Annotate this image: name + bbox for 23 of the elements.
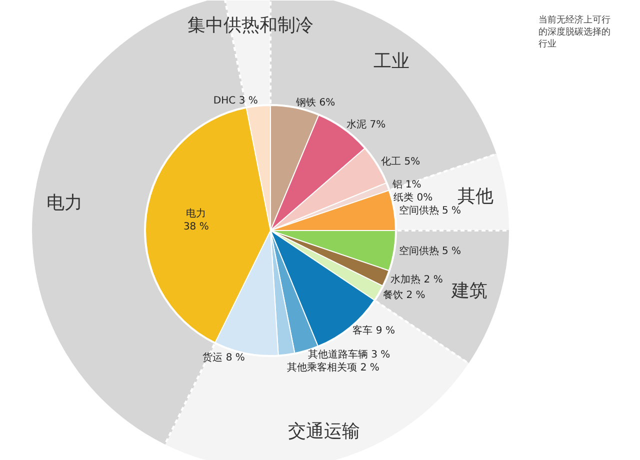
category-label: 空间供热 5 % xyxy=(398,205,462,216)
text: 工业 xyxy=(374,50,410,72)
category-label: 其他乘客相关项 2 % xyxy=(287,362,380,374)
category-label: 客车 9 % xyxy=(352,326,395,337)
category-label: 水加热 2 % xyxy=(390,274,443,286)
text: 建筑 xyxy=(450,280,488,302)
text: 交通运输 xyxy=(288,420,360,442)
category-label: 其他道路车辆 3 % xyxy=(308,349,390,360)
category-label: 空间供热 5 % xyxy=(398,246,462,258)
category-label: 钢铁 6% xyxy=(296,98,336,109)
category-label: DHC 3 % xyxy=(213,96,258,107)
category-label: 化工 5% xyxy=(381,156,420,168)
category-label: 纸类 0% xyxy=(394,192,433,204)
category-label: 货运 8 % xyxy=(202,352,245,364)
text: 集中供热和制冷 xyxy=(187,15,314,36)
text: 当前无经济上可行的深度脱碳选择的行业 xyxy=(538,14,610,50)
text: 其他 xyxy=(458,186,494,208)
slice-label: 电力 xyxy=(46,192,82,214)
category-label: 铝 1% xyxy=(392,179,422,190)
category-label: 餐饮 2 % xyxy=(383,290,426,302)
category-label: 水泥 7% xyxy=(346,120,386,131)
slice-label: 电力 xyxy=(186,208,206,220)
text: 38 % xyxy=(183,222,209,233)
